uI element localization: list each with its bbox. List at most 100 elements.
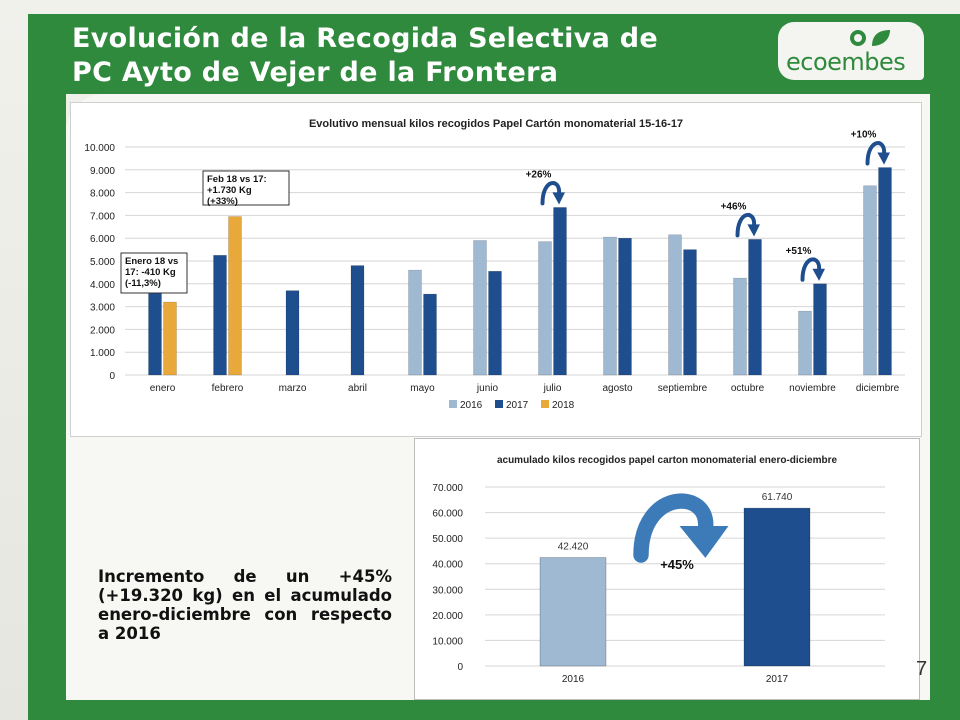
annotation-box-text: (-11,3%) (125, 278, 161, 289)
cumulative-chart-panel: acumulado kilos recogidos papel carton m… (414, 438, 920, 700)
growth-arrow-diciembre (865, 141, 890, 166)
growth-arrow-diciembre-head (877, 152, 890, 165)
legend-swatch-2016 (449, 400, 457, 408)
annotation-box-text: +1.730 Kg (207, 185, 252, 196)
y-tick-label: 70.000 (432, 483, 463, 494)
legend-label-2017: 2017 (506, 400, 529, 411)
x-tick-label: mayo (410, 383, 435, 394)
annotation-box-enero (120, 252, 188, 294)
growth-arrow-noviembre-head (812, 268, 825, 281)
bar-2016-noviembre (798, 310, 812, 376)
legend-swatch-2018 (541, 400, 549, 408)
growth-arrow-cumulative (633, 493, 729, 563)
growth-label-noviembre: +51% (786, 246, 812, 257)
x-tick-label: marzo (279, 383, 307, 394)
bar-2017-marzo (285, 290, 300, 376)
growth-arrow-noviembre (800, 257, 825, 282)
x-tick-label: agosto (602, 383, 632, 394)
bar-2016-septiembre (668, 234, 682, 376)
annotation-box-text: (+33%) (207, 196, 238, 207)
bar-2018-febrero (228, 216, 242, 376)
bar-2017-abril (350, 265, 365, 376)
bar-2017-septiembre (683, 249, 697, 376)
chart-title: Evolutivo mensual kilos recogidos Papel … (309, 118, 683, 130)
chart-title: acumulado kilos recogidos papel carton m… (497, 455, 838, 466)
growth-arrow-julio-head (552, 192, 565, 205)
bar-2016-mayo (408, 269, 422, 376)
y-tick-label: 20.000 (432, 611, 463, 622)
y-tick-label: 4.000 (90, 280, 115, 291)
y-tick-label: 10.000 (432, 636, 463, 647)
growth-arrow-julio-shaft (540, 181, 562, 206)
growth-arrow-cumulative-head (679, 526, 729, 558)
growth-arrow-noviembre-shaft (800, 257, 822, 282)
x-tick-label: enero (150, 383, 176, 394)
legend-label-2018: 2018 (552, 400, 575, 411)
monthly-chart-panel: Evolutivo mensual kilos recogidos Papel … (70, 102, 922, 437)
x-tick-label: 2017 (766, 674, 789, 685)
bar-2017-noviembre (813, 283, 827, 376)
y-tick-label: 40.000 (432, 560, 463, 571)
y-tick-label: 10.000 (84, 143, 115, 154)
y-tick-label: 2.000 (90, 325, 115, 336)
y-tick-label: 60.000 (432, 509, 463, 520)
bar-2016 (539, 557, 607, 667)
x-tick-label: 2016 (562, 674, 585, 685)
leaf-icon (850, 30, 890, 46)
logo-text: ecoembes (786, 48, 906, 76)
bar-2017 (743, 507, 811, 667)
y-tick-label: 0 (109, 371, 115, 382)
annotation-box-text: 17: -410 Kg (125, 267, 176, 278)
y-tick-label: 3.000 (90, 303, 115, 314)
bar-2017-diciembre (878, 167, 892, 376)
growth-label-diciembre: +10% (851, 130, 877, 141)
bar-2017-junio (488, 271, 502, 376)
title-line-1: Evolución de la Recogida Selectiva de (72, 23, 659, 54)
growth-arrow-diciembre-shaft (865, 141, 887, 166)
increment-note: Incremento de un +45% (+19.320 kg) en el… (98, 567, 392, 643)
bar-2018-enero (163, 301, 177, 376)
green-frame-bottom (28, 700, 960, 720)
bar-2016-agosto (603, 236, 617, 376)
bar-2017-julio (553, 207, 567, 376)
y-tick-label: 8.000 (90, 189, 115, 200)
legend-label-2016: 2016 (460, 400, 483, 411)
x-tick-label: febrero (212, 383, 244, 394)
y-tick-label: 5.000 (90, 257, 115, 268)
x-tick-label: diciembre (856, 383, 900, 394)
y-tick-label: 50.000 (432, 534, 463, 545)
data-label-2017: 61.740 (762, 492, 793, 503)
slide-title: Evolución de la Recogida Selectiva de PC… (72, 22, 658, 90)
annotation-box-text: Feb 18 vs 17: (207, 174, 267, 185)
data-label-2016: 42.420 (558, 542, 589, 553)
annotation-box-febrero (202, 170, 290, 206)
x-tick-label: noviembre (789, 383, 836, 394)
y-tick-label: 0 (457, 662, 463, 673)
growth-arrow-julio (540, 181, 565, 206)
y-tick-label: 30.000 (432, 585, 463, 596)
annotation-box-text: Enero 18 vs (125, 256, 178, 267)
growth-arrow-octubre (735, 213, 760, 238)
y-tick-label: 6.000 (90, 234, 115, 245)
page-number: 7 (916, 658, 928, 680)
growth-arrow-cumulative-shaft (633, 493, 714, 563)
bar-2017-octubre (748, 239, 762, 376)
bar-2017-febrero (213, 255, 227, 376)
green-frame-right (930, 14, 960, 720)
bar-2017-enero (148, 291, 162, 376)
bar-2016-octubre (733, 277, 747, 376)
growth-label-julio: +26% (526, 169, 552, 180)
bar-2017-mayo (423, 293, 437, 376)
bar-2017-agosto (618, 237, 632, 376)
x-tick-label: julio (543, 383, 562, 394)
x-tick-label: junio (476, 383, 499, 394)
growth-label-octubre: +46% (721, 201, 747, 212)
x-tick-label: septiembre (658, 383, 708, 394)
legend-swatch-2017 (495, 400, 503, 408)
growth-arrow-octubre-head (747, 224, 760, 237)
growth-arrow-octubre-shaft (735, 213, 757, 238)
bar-2016-julio (538, 241, 552, 376)
y-tick-label: 9.000 (90, 166, 115, 177)
monthly-bar-chart: Evolutivo mensual kilos recogidos Papel … (84, 118, 905, 411)
